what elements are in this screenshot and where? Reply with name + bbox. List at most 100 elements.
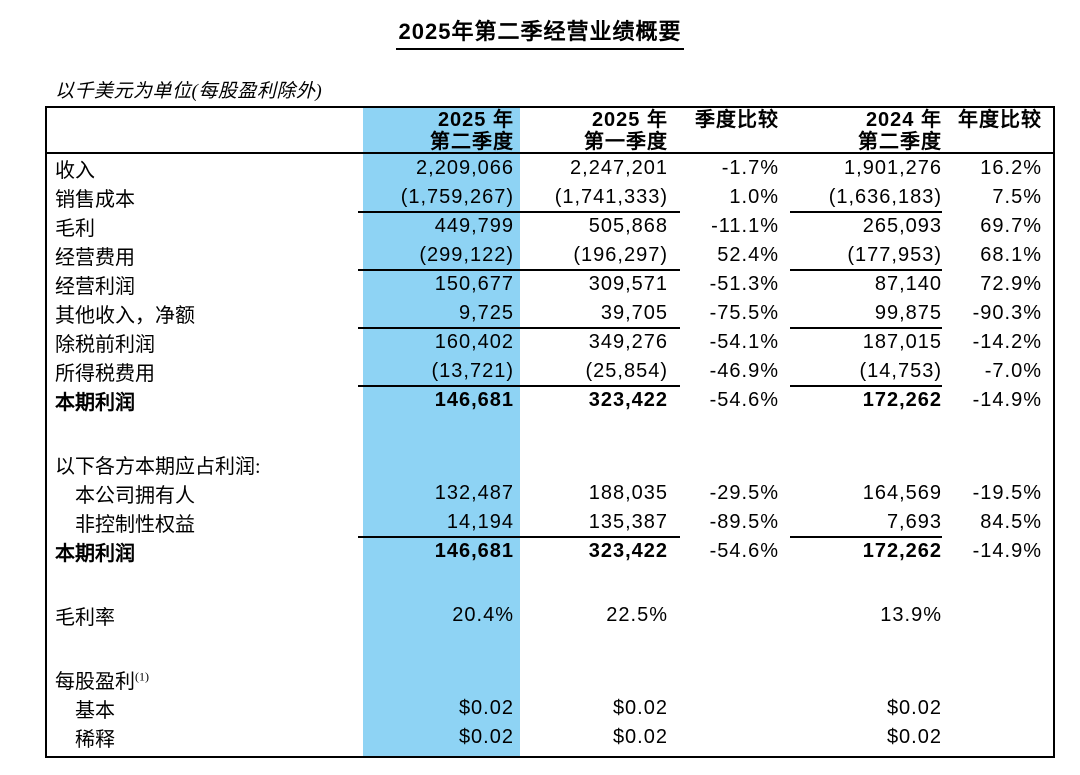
header-spacer	[1042, 109, 1053, 153]
cell-2025-q2: 150,677	[434, 273, 514, 295]
row-label-text: 以下各方本期应占利润:	[55, 456, 261, 478]
cell-2025-q2: 449,799	[434, 215, 514, 237]
cell-2025-q1: 188,035	[588, 482, 668, 504]
cell-2024-q2: 172,262	[862, 389, 942, 411]
cell-2024-q2: 13.9%	[880, 604, 942, 626]
header-2025-q2-line1: 2025 年	[437, 109, 514, 131]
cell-2025-q2: $0.02	[458, 697, 514, 719]
cell-yoy-compare: 16.2%	[980, 157, 1042, 179]
row-label-text: 本期利润	[55, 543, 135, 565]
table-row: 本公司拥有人 132,487 188,035 -29.5% 164,569 -1…	[47, 479, 1053, 508]
cell-qoq-compare: -75.5%	[709, 302, 779, 324]
cell-2025-q2: (299,122)	[419, 244, 514, 266]
cell-yoy-compare: -14.9%	[972, 540, 1042, 562]
cell-2024-q2: 187,015	[862, 331, 942, 353]
table-row: 所得税费用 (13,721) (25,854) -46.9% (14,753) …	[47, 357, 1053, 387]
cell-qoq-compare: -51.3%	[709, 273, 779, 295]
cell-2025-q1: 505,868	[588, 215, 668, 237]
row-label: 所得税费用	[47, 357, 359, 386]
row-label: 以下各方本期应占利润:	[47, 450, 359, 479]
table-row: 本期利润 146,681 323,422 -54.6% 172,262 -14.…	[47, 537, 1053, 566]
cell-2025-q2: (1,759,267)	[400, 186, 514, 208]
page-title-text: 2025年第二季经营业绩概要	[395, 14, 685, 50]
cell-2024-q2: 1,901,276	[844, 157, 942, 179]
cell-2024-q2: (1,636,183)	[828, 186, 942, 208]
row-label-text: 非控制性权益	[75, 514, 195, 536]
row-label: 销售成本	[47, 183, 359, 212]
row-label: 非控制性权益	[47, 508, 359, 537]
header-2025-q1-line1: 2025 年	[591, 109, 668, 131]
table-row: 本期利润 146,681 323,422 -54.6% 172,262 -14.…	[47, 386, 1053, 415]
cell-yoy-compare: -7.0%	[984, 360, 1042, 382]
cell-2025-q2: 160,402	[434, 331, 514, 353]
row-label: 本期利润	[47, 386, 359, 415]
table-row: 基本 $0.02 $0.02 $0.02	[47, 694, 1053, 723]
cell-2025-q1: 349,276	[588, 331, 668, 353]
cell-qoq-compare: -54.6%	[709, 389, 779, 411]
header-2024-q2-line1: 2024 年	[865, 109, 942, 131]
cell-qoq-compare: 52.4%	[717, 244, 779, 266]
cell-2025-q1: $0.02	[612, 697, 668, 719]
table-row: 毛利率 20.4% 22.5% 13.9%	[47, 601, 1053, 630]
table-row: 以下各方本期应占利润:	[47, 450, 1053, 479]
table-body: 收入 2,209,066 2,247,201 -1.7% 1,901,276 1…	[47, 154, 1053, 752]
table-row	[47, 630, 1053, 665]
cell-2024-q2: 87,140	[874, 273, 942, 295]
row-label: 毛利率	[47, 601, 359, 630]
row-label: 经营费用	[47, 241, 359, 270]
table-header-row: 2025 年 第二季度 2025 年 第一季度 季度比较 2024 年 第二季度…	[47, 108, 1053, 154]
cell-2024-q2: (177,953)	[847, 244, 942, 266]
cell-2025-q2: 9,725	[458, 302, 514, 324]
cell-2025-q1: (1,741,333)	[554, 186, 668, 208]
cell-2024-q2: 7,693	[886, 511, 942, 533]
cell-yoy-compare: 72.9%	[980, 273, 1042, 295]
cell-yoy-compare: -14.9%	[972, 389, 1042, 411]
cell-2024-q2: (14,753)	[859, 360, 942, 382]
header-yoy-compare: 年度比较	[958, 109, 1042, 131]
cell-2024-q2: $0.02	[886, 726, 942, 748]
cell-qoq-compare: -54.6%	[709, 540, 779, 562]
table-row	[47, 415, 1053, 450]
highlight-column-band	[363, 108, 520, 756]
header-2025-q1: 2025 年 第一季度	[514, 109, 668, 153]
table-row: 非控制性权益 14,194 135,387 -89.5% 7,693 84.5%	[47, 508, 1053, 538]
cell-qoq-compare: -46.9%	[709, 360, 779, 382]
row-label: 本公司拥有人	[47, 479, 359, 508]
cell-2025-q1: (25,854)	[585, 360, 668, 382]
cell-yoy-compare: -14.2%	[972, 331, 1042, 353]
cell-2025-q1: 323,422	[588, 389, 668, 411]
table-row: 毛利 449,799 505,868 -11.1% 265,093 69.7%	[47, 212, 1053, 241]
cell-2025-q1: 135,387	[588, 511, 668, 533]
row-label: 收入	[47, 154, 359, 183]
header-2025-q2-line2: 第二季度	[430, 131, 514, 153]
cell-yoy-compare: 69.7%	[980, 215, 1042, 237]
cell-2025-q1: 2,247,201	[570, 157, 668, 179]
cell-qoq-compare: -11.1%	[711, 215, 779, 237]
row-label-text: 销售成本	[55, 189, 135, 211]
cell-yoy-compare: -90.3%	[972, 302, 1042, 324]
cell-yoy-compare: 84.5%	[980, 511, 1042, 533]
header-2025-q2: 2025 年 第二季度	[359, 109, 514, 153]
cell-2024-q2: 99,875	[874, 302, 942, 324]
header-2024-q2: 2024 年 第二季度	[779, 109, 942, 153]
header-2025-q1-line2: 第一季度	[584, 131, 668, 153]
header-empty-cell	[47, 109, 359, 153]
cell-yoy-compare: -19.5%	[972, 482, 1042, 504]
cell-2024-q2: $0.02	[886, 697, 942, 719]
table-row: 稀释 $0.02 $0.02 $0.02	[47, 723, 1053, 752]
cell-2025-q1: $0.02	[612, 726, 668, 748]
header-2024-q2-line2: 第二季度	[858, 131, 942, 153]
cell-2025-q1: 309,571	[588, 273, 668, 295]
table-row: 收入 2,209,066 2,247,201 -1.7% 1,901,276 1…	[47, 154, 1053, 183]
units-note: 以千美元为单位(每股盈利除外)	[55, 81, 323, 102]
row-label-text: 毛利率	[55, 607, 115, 629]
row-label: 基本	[47, 694, 359, 723]
row-label-text: 基本	[75, 700, 115, 722]
row-label-text: 稀释	[75, 729, 115, 751]
table-row: 经营费用 (299,122) (196,297) 52.4% (177,953)…	[47, 241, 1053, 271]
cell-2024-q2: 265,093	[862, 215, 942, 237]
cell-qoq-compare: -89.5%	[709, 511, 779, 533]
table-row: 每股盈利(1)	[47, 665, 1053, 694]
row-label-text: 除税前利润	[55, 334, 155, 356]
